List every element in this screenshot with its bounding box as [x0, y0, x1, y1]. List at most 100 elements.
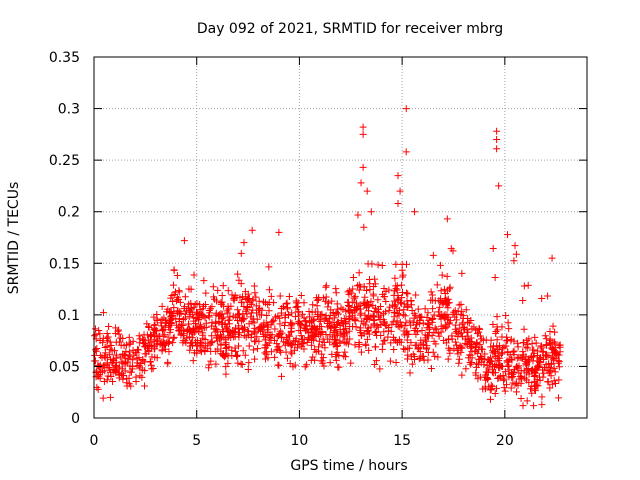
- data-point: [433, 281, 441, 289]
- x-tick-label: 0: [90, 433, 99, 449]
- data-point: [467, 344, 475, 352]
- data-point: [315, 337, 323, 345]
- data-point: [172, 297, 180, 305]
- data-point: [362, 340, 370, 348]
- data-point: [406, 369, 414, 377]
- data-point: [528, 352, 536, 360]
- data-point: [199, 343, 207, 351]
- data-point: [309, 324, 317, 332]
- data-point: [431, 352, 439, 360]
- data-point: [377, 320, 385, 328]
- data-point: [94, 372, 102, 380]
- data-point: [91, 351, 99, 359]
- data-point: [207, 357, 215, 365]
- data-points: [90, 105, 564, 410]
- data-point: [451, 313, 459, 321]
- x-tick-label: 15: [393, 433, 411, 449]
- data-point: [99, 394, 107, 402]
- data-point: [253, 333, 261, 341]
- data-point: [377, 332, 385, 340]
- data-point: [402, 105, 410, 113]
- data-point: [195, 315, 203, 323]
- data-point: [493, 336, 501, 344]
- data-point: [144, 343, 152, 351]
- data-point: [251, 324, 259, 332]
- data-point: [546, 384, 554, 392]
- data-point: [267, 334, 275, 342]
- data-point: [548, 254, 556, 262]
- y-tick-label: 0: [71, 411, 80, 427]
- data-point: [424, 356, 432, 364]
- data-point: [136, 335, 144, 343]
- data-point: [291, 341, 299, 349]
- data-point: [280, 338, 288, 346]
- data-point: [285, 293, 293, 301]
- data-point: [540, 364, 548, 372]
- data-point: [537, 353, 545, 361]
- data-point: [242, 295, 250, 303]
- data-point: [412, 330, 420, 338]
- data-point: [374, 261, 382, 269]
- data-point: [186, 346, 194, 354]
- data-point: [458, 307, 466, 315]
- data-point: [247, 313, 255, 321]
- data-point: [523, 369, 531, 377]
- data-point: [262, 350, 270, 358]
- data-point: [266, 334, 274, 342]
- data-point: [276, 327, 284, 335]
- data-point: [197, 339, 205, 347]
- data-point: [495, 182, 503, 190]
- data-point: [385, 327, 393, 335]
- data-point: [551, 328, 559, 336]
- data-point: [331, 328, 339, 336]
- data-point: [179, 321, 187, 329]
- data-point: [519, 348, 527, 356]
- data-point: [265, 298, 273, 306]
- data-point: [101, 349, 109, 357]
- data-point: [308, 308, 316, 316]
- data-point: [436, 303, 444, 311]
- data-point: [341, 348, 349, 356]
- data-point: [197, 310, 205, 318]
- data-point: [517, 372, 525, 380]
- data-point: [234, 311, 242, 319]
- data-point: [265, 339, 273, 347]
- data-point: [231, 292, 239, 300]
- data-point: [404, 301, 412, 309]
- data-point: [371, 343, 379, 351]
- data-point: [551, 368, 559, 376]
- data-point: [385, 286, 393, 294]
- data-point: [138, 373, 146, 381]
- data-point: [237, 360, 245, 368]
- data-point: [346, 322, 354, 330]
- data-point: [234, 270, 242, 278]
- data-point: [501, 368, 509, 376]
- data-point: [308, 317, 316, 325]
- data-point: [370, 308, 378, 316]
- data-point: [150, 313, 158, 321]
- data-point: [190, 349, 198, 357]
- data-point: [231, 324, 239, 332]
- data-point: [126, 362, 134, 370]
- data-point: [554, 351, 562, 359]
- data-point: [409, 319, 417, 327]
- data-point: [246, 299, 254, 307]
- data-point: [337, 317, 345, 325]
- data-point: [487, 336, 495, 344]
- data-point: [444, 287, 452, 295]
- data-point: [337, 330, 345, 338]
- data-point: [392, 359, 400, 367]
- data-point: [265, 307, 273, 315]
- data-point: [282, 348, 290, 356]
- data-point: [171, 288, 179, 296]
- data-point: [359, 163, 367, 171]
- data-point: [397, 300, 405, 308]
- data-point: [260, 330, 268, 338]
- data-point: [365, 303, 373, 311]
- data-point: [153, 326, 161, 334]
- data-point: [496, 364, 504, 372]
- data-point: [417, 341, 425, 349]
- data-point: [446, 317, 454, 325]
- data-point: [522, 343, 530, 351]
